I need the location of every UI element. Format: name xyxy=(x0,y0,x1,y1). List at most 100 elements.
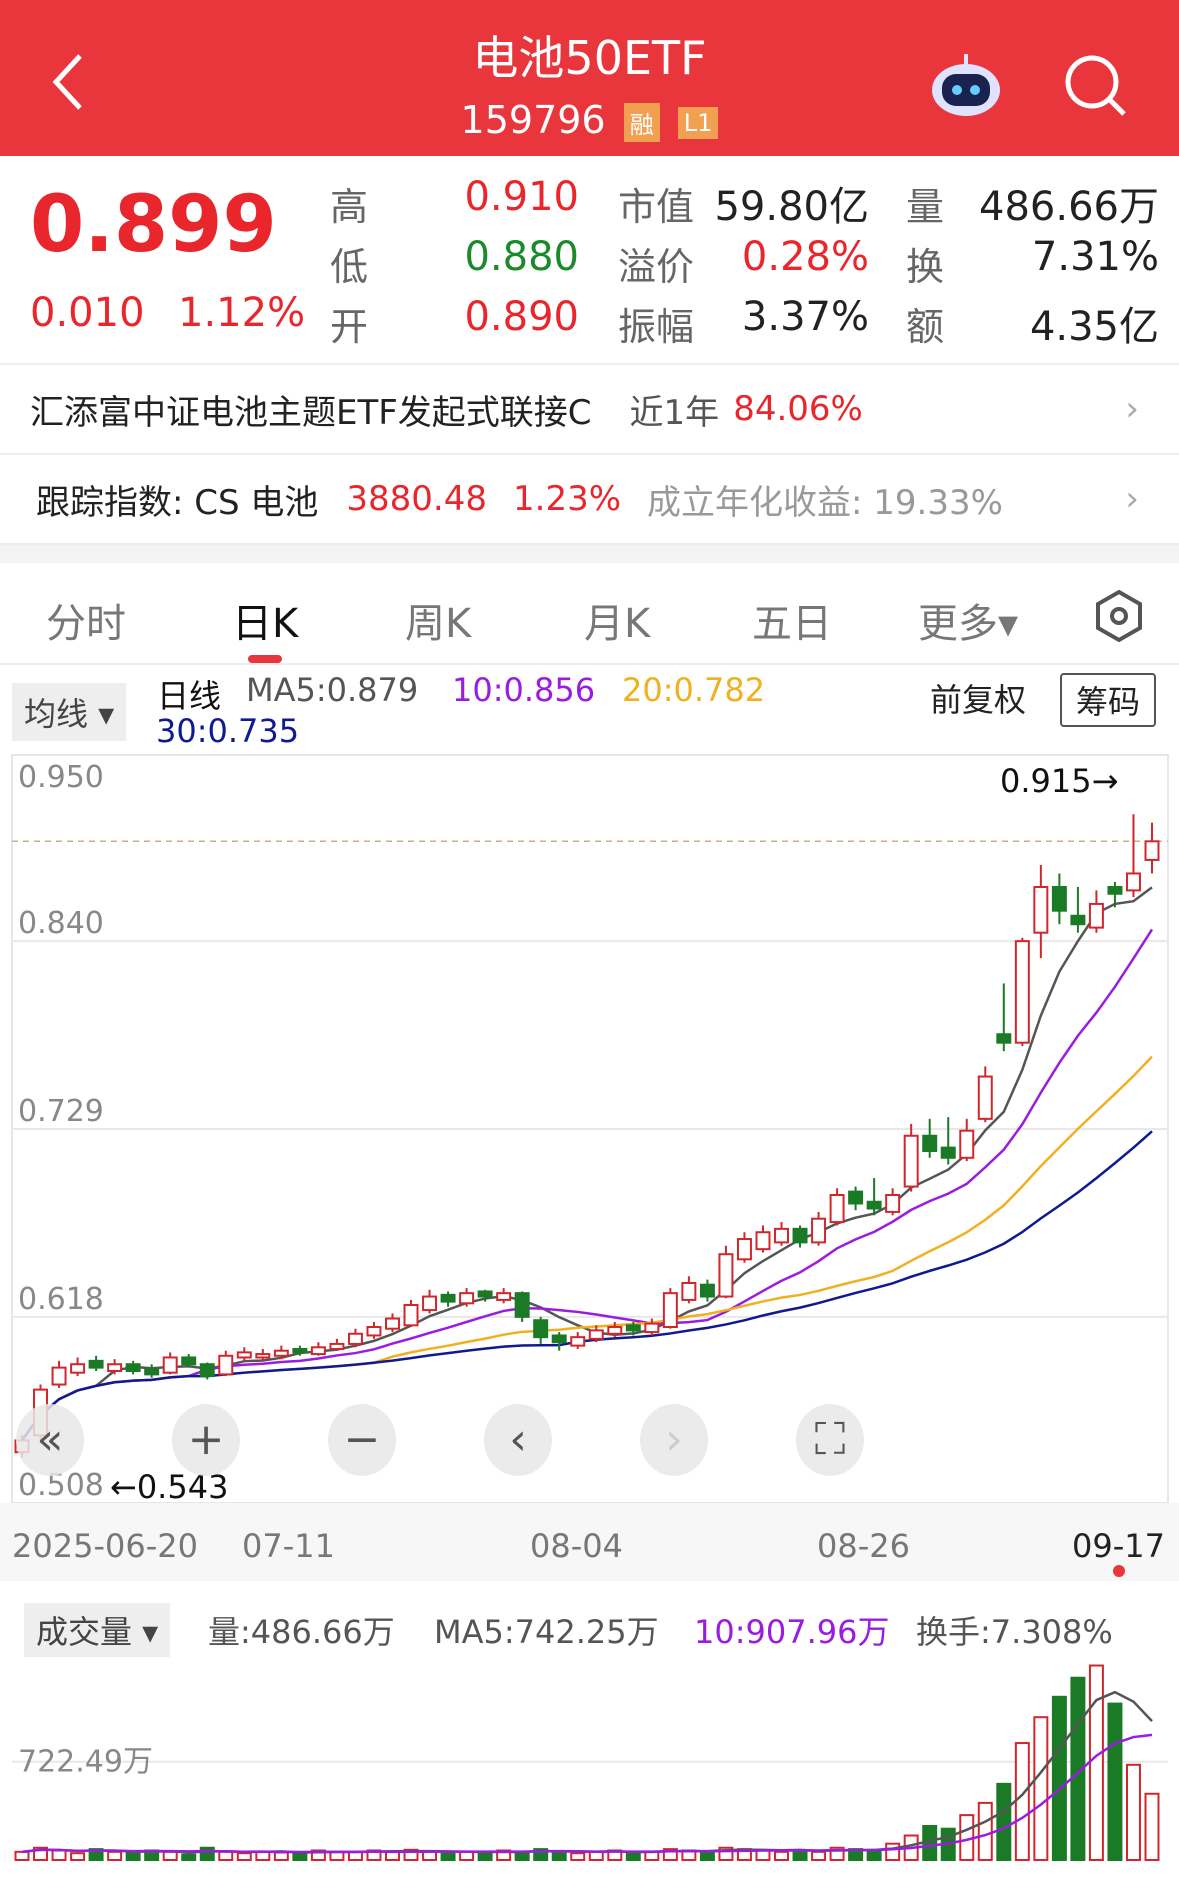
volume-bar xyxy=(1107,1702,1123,1861)
candle-body xyxy=(662,1292,678,1328)
candle-body xyxy=(792,1227,808,1244)
volume-bar xyxy=(1144,1792,1160,1861)
candle-body xyxy=(551,1334,567,1344)
candle-body xyxy=(1088,902,1104,929)
tab-five-day[interactable]: 五日 xyxy=(752,601,832,647)
candle-body xyxy=(736,1238,752,1261)
tracking-label: 跟踪指数: CS 电池 xyxy=(36,482,319,523)
volume-bar xyxy=(1088,1664,1104,1862)
volume-ma10-line xyxy=(21,1733,1153,1854)
collapse-left-icon[interactable] xyxy=(16,1404,84,1476)
volume-bar xyxy=(755,1849,771,1861)
back-chevron-icon[interactable] xyxy=(48,52,88,112)
candle-body xyxy=(496,1292,512,1301)
candle xyxy=(1125,814,1141,898)
chevron-right-icon: › xyxy=(1125,389,1139,429)
candle xyxy=(551,1332,567,1351)
volume-bar xyxy=(236,1852,252,1861)
quote-label: 换 xyxy=(906,245,945,289)
volume-bar xyxy=(125,1852,141,1861)
volume-bar xyxy=(885,1842,901,1862)
candle xyxy=(940,1117,956,1165)
index-value: 3880.48 xyxy=(346,479,488,519)
volume-select[interactable]: 成交量 ▾ xyxy=(24,1603,171,1657)
candle xyxy=(403,1299,419,1327)
search-icon[interactable] xyxy=(1062,52,1128,118)
candle-body xyxy=(866,1200,882,1210)
tracking-index-row[interactable]: 跟踪指数: CS 电池 3880.48 1.23% 成立年化收益: 19.33%… xyxy=(0,455,1179,545)
fund-return: 84.06% xyxy=(733,389,863,429)
candle-body xyxy=(811,1217,827,1244)
quote-panel: 0.899 0.010 1.12% 高 0.910 低 0.880 开 0.890 市值 59… xyxy=(0,156,1179,365)
quote-label: 市值 xyxy=(618,185,695,229)
date-tick: 09-17 xyxy=(1072,1527,1165,1565)
high-price-marker: 0.915→ xyxy=(1000,762,1118,800)
quote-value: 0.910 xyxy=(464,174,579,220)
scroll-left-glyph: ‹ xyxy=(509,1414,527,1465)
candle xyxy=(255,1349,271,1361)
candle-body xyxy=(70,1363,86,1374)
tab-daily-k[interactable]: 日K xyxy=(232,601,299,647)
scroll-right-icon[interactable] xyxy=(640,1404,708,1476)
quote-value: 7.31% xyxy=(1031,234,1159,280)
ma10-value: 10:0.856 xyxy=(452,671,596,709)
tab-monthly-k[interactable]: 月K xyxy=(584,601,651,647)
candle-body xyxy=(125,1363,141,1372)
quote-label: 振幅 xyxy=(618,305,695,349)
candle xyxy=(774,1222,789,1246)
candle xyxy=(273,1345,289,1360)
candle-body xyxy=(718,1253,734,1298)
scroll-right-glyph: › xyxy=(665,1414,683,1465)
tab-more[interactable]: 更多▾ xyxy=(918,601,1019,647)
candle-body xyxy=(273,1349,289,1357)
candle xyxy=(459,1288,475,1307)
volume-bar xyxy=(440,1852,456,1861)
candle xyxy=(496,1288,512,1304)
y-tick-label: 0.950 xyxy=(18,760,104,795)
candle-body xyxy=(292,1348,308,1354)
volume-bar xyxy=(533,1848,549,1861)
robot-icon[interactable] xyxy=(928,50,1004,120)
security-code: 159796 xyxy=(460,98,606,142)
volume-bar xyxy=(292,1852,308,1861)
volume-bar xyxy=(811,1850,827,1861)
tab-intraday[interactable]: 分时 xyxy=(46,601,126,647)
quote-label: 额 xyxy=(906,305,945,349)
candle xyxy=(162,1352,178,1375)
zoom-in-icon[interactable] xyxy=(172,1404,240,1476)
current-date-dot xyxy=(1113,1565,1125,1577)
tab-weekly-k[interactable]: 周K xyxy=(405,601,472,647)
candle-body xyxy=(88,1359,104,1369)
candle xyxy=(1107,881,1123,908)
fullscreen-icon[interactable] xyxy=(796,1404,864,1476)
candle-body xyxy=(996,1033,1012,1044)
linked-fund-row[interactable]: 汇添富中证电池主题ETF发起式联接C 近1年 84.06% › xyxy=(0,365,1179,455)
settings-hexagon-icon[interactable] xyxy=(1092,589,1146,643)
candle xyxy=(903,1123,919,1192)
price-change-pct: 1.12% xyxy=(178,290,306,336)
candle-body xyxy=(422,1295,438,1312)
top-bar: 电池50ETF 159796 融 L1 xyxy=(0,0,1179,156)
volume-bar xyxy=(162,1850,178,1861)
volume-bar xyxy=(51,1849,67,1861)
volume-bar xyxy=(199,1846,215,1862)
scroll-left-icon[interactable] xyxy=(484,1404,552,1476)
ma-select[interactable]: 均线 ▾ xyxy=(12,683,127,741)
margin-badge: 融 xyxy=(623,103,660,142)
candle xyxy=(1014,937,1030,1047)
volume-bar xyxy=(866,1849,882,1861)
candle xyxy=(310,1342,326,1356)
candle xyxy=(588,1325,604,1343)
zoom-out-icon[interactable] xyxy=(328,1404,396,1476)
chips-button[interactable]: 筹码 xyxy=(1060,673,1157,727)
candle-body xyxy=(922,1134,938,1153)
level-badge: L1 xyxy=(677,106,719,139)
volume-bar xyxy=(218,1850,234,1861)
adjust-mode[interactable]: 前复权 xyxy=(930,681,1027,719)
candle xyxy=(662,1288,678,1329)
volume-bar xyxy=(459,1850,475,1861)
turnover-rate: 换手:7.308% xyxy=(916,1613,1113,1651)
volume-ma10: 10:907.96万 xyxy=(694,1613,890,1651)
